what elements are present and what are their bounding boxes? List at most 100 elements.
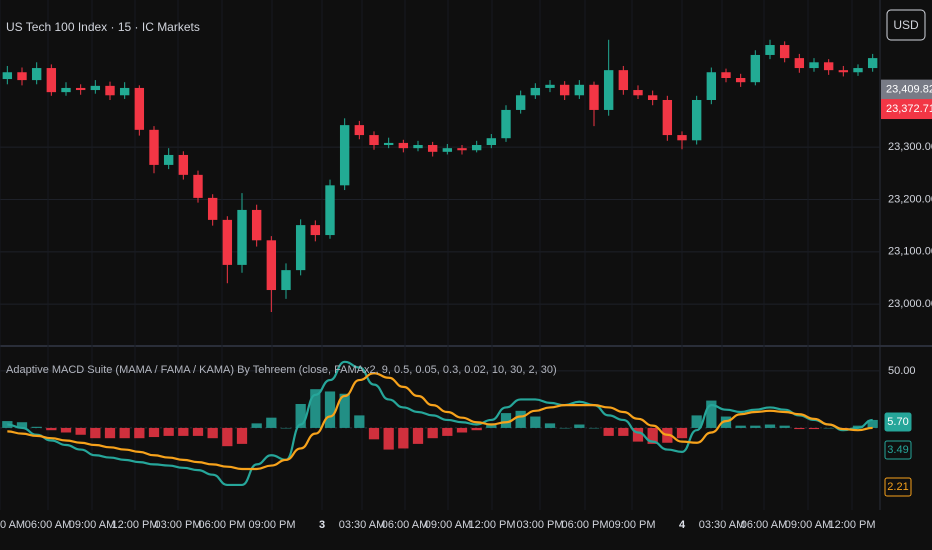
candle-body: [794, 58, 805, 69]
candle-body: [662, 99, 673, 136]
histogram-bar: [324, 391, 336, 428]
x-tick-label: 06:00 AM: [382, 519, 428, 531]
candle-body: [413, 145, 423, 149]
candle-body: [295, 225, 306, 271]
histogram-bar: [764, 424, 776, 428]
y-tick-label: 50.00: [888, 365, 916, 377]
price-label: 23,372.71: [886, 103, 932, 115]
histogram-bar: [530, 416, 541, 428]
candle-body: [471, 145, 482, 151]
marks: [2, 39, 878, 487]
candle-body: [90, 85, 101, 91]
candle-body: [134, 87, 145, 130]
histogram-bar: [676, 427, 688, 439]
histogram-bar: [706, 400, 717, 428]
histogram-bar: [559, 427, 570, 429]
candle-body: [559, 84, 570, 96]
histogram-bar: [163, 427, 174, 436]
x-tick-label: 12:00 PM: [468, 519, 515, 531]
histogram-bar: [750, 425, 761, 428]
histogram-bar: [779, 425, 790, 428]
histogram-bar: [280, 427, 292, 429]
x-tick-label: 06:00 AM: [25, 519, 71, 531]
price-label-box: [881, 79, 932, 100]
histogram-bar: [735, 425, 746, 428]
candle-body: [105, 85, 115, 96]
histogram-bar: [515, 410, 526, 428]
candle-body: [193, 174, 203, 198]
x-tick-label: 09:00 PM: [608, 519, 655, 531]
x-tick-label: 0 AM: [0, 519, 25, 531]
candle-body: [281, 270, 291, 291]
candle-body: [251, 209, 262, 241]
histogram-bar: [251, 423, 262, 428]
histogram-bar: [310, 389, 321, 428]
candle-body: [310, 225, 321, 236]
y-tick-label: 23,200.00: [888, 193, 932, 205]
candle-body: [589, 84, 599, 110]
histogram-bar: [134, 427, 145, 439]
candle-body: [75, 87, 86, 91]
y-tick-label: 23,100.00: [888, 246, 932, 258]
last-value-box: [884, 440, 912, 460]
candle-body: [119, 87, 130, 96]
histogram-bar: [236, 427, 248, 444]
histogram-bar: [867, 419, 878, 428]
candle-body: [369, 135, 379, 146]
candle-body: [515, 95, 526, 110]
currency-label[interactable]: USD: [893, 18, 919, 32]
last-value-label: 3.49: [887, 444, 908, 456]
candle-body: [149, 129, 159, 165]
histogram-bar: [2, 421, 13, 428]
histogram-bar: [794, 427, 805, 430]
histogram-bar: [471, 427, 482, 431]
histogram-bar: [148, 427, 160, 438]
candle-body: [647, 95, 658, 100]
last-value-box: [884, 412, 912, 432]
candle-body: [618, 70, 629, 91]
histogram-bar: [647, 427, 658, 444]
candle-body: [163, 154, 174, 165]
candle-body: [61, 87, 71, 93]
histogram-bar: [852, 425, 864, 428]
price-label: 23,409.82: [886, 84, 932, 96]
candle-body: [633, 90, 643, 96]
candle-body: [603, 70, 614, 110]
candle-body: [207, 197, 218, 220]
histogram-bar: [632, 427, 644, 442]
candle-body: [31, 68, 42, 81]
histogram-bar: [720, 416, 732, 428]
candle-body: [178, 154, 189, 175]
histogram-bar: [16, 422, 28, 428]
histogram-bar: [412, 427, 424, 444]
candle-body: [838, 70, 849, 73]
histogram-bar: [588, 427, 600, 429]
candle-body: [809, 62, 819, 69]
candle-body: [691, 99, 702, 141]
histogram-bar: [207, 427, 218, 439]
candle-body: [354, 125, 365, 136]
x-tick-label: 12:00 PM: [828, 519, 875, 531]
currency-button[interactable]: [886, 9, 926, 41]
candle-body: [677, 135, 687, 141]
x-tick-label: 06:00 PM: [198, 519, 245, 531]
candle-body: [735, 78, 746, 83]
indicator-line: [7, 372, 873, 471]
candle-body: [823, 62, 834, 71]
histogram-bar: [295, 403, 306, 428]
candle-body: [17, 72, 27, 81]
x-tick-label: 3: [319, 519, 325, 531]
candle-body: [457, 148, 467, 151]
x-tick-label: 03:00 PM: [154, 519, 201, 531]
x-tick-label: 12:00 PM: [111, 519, 158, 531]
candle-body: [339, 125, 350, 186]
candle-body: [2, 72, 13, 80]
histogram-bar: [398, 427, 409, 449]
histogram-bar: [691, 415, 702, 428]
last-value-label: 5.70: [887, 416, 908, 428]
histogram-bar: [442, 427, 453, 436]
histogram-bar: [368, 427, 380, 440]
candle-body: [867, 58, 878, 69]
histogram-bar: [427, 427, 438, 439]
